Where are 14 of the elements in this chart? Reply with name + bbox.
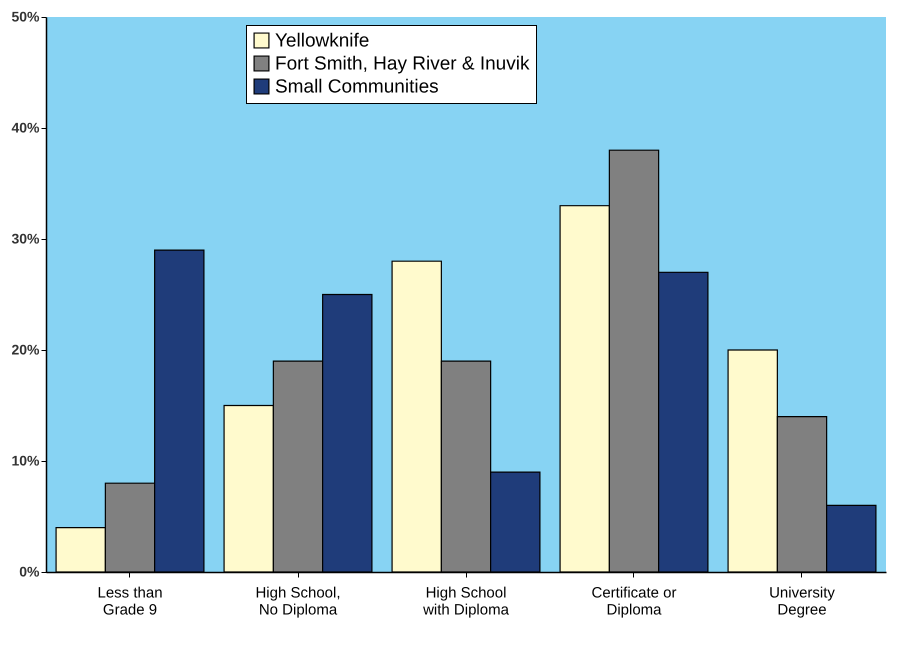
y-tick-label: 0% <box>19 564 40 580</box>
legend-label: Small Communities <box>275 76 439 98</box>
x-tick-label: High School with Diploma <box>422 584 510 618</box>
y-tick-label: 30% <box>11 230 40 246</box>
y-tick-label: 40% <box>11 120 40 136</box>
x-tick-label: High School, No Diploma <box>255 584 341 618</box>
y-tick-label: 10% <box>11 452 40 468</box>
x-tick-label: Less than Grade 9 <box>97 584 163 618</box>
y-tick-label: 20% <box>11 342 40 358</box>
legend-label: Fort Smith, Hay River & Inuvik <box>275 54 530 74</box>
y-tick-label: 50% <box>11 8 40 24</box>
x-tick-label: University Degree <box>769 584 836 618</box>
legend-label: Yellowknife <box>275 30 370 52</box>
x-tick-label: Certificate or Diploma <box>591 584 677 618</box>
